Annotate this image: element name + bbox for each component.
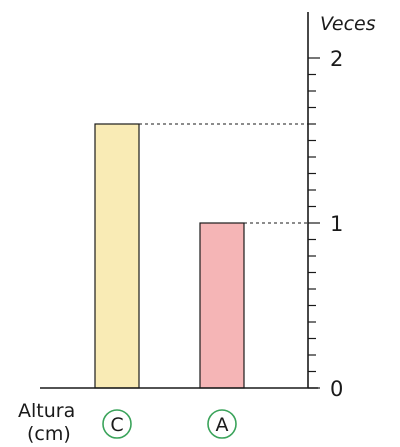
category-label-C: C [110, 414, 123, 436]
y-tick-label: 0 [330, 377, 343, 401]
y-tick-label: 2 [330, 47, 343, 71]
y-tick-labels: 0 1 2 [330, 47, 343, 401]
bars [94, 123, 245, 389]
y-axis-ticks [308, 57, 320, 389]
bar-C [94, 123, 140, 389]
bar-A [199, 222, 245, 389]
y-tick-label: 1 [330, 212, 343, 236]
guide-lines [139, 123, 308, 224]
x-axis-title-line2: (cm) [27, 423, 71, 445]
category-label-A: A [216, 414, 229, 436]
category-circle-C [102, 409, 132, 439]
category-circle-A [207, 409, 237, 439]
x-axis-title: Altura (cm) [18, 400, 81, 445]
x-axis-title-line1: Altura [18, 400, 75, 422]
y-axis-title: Veces [320, 13, 376, 35]
